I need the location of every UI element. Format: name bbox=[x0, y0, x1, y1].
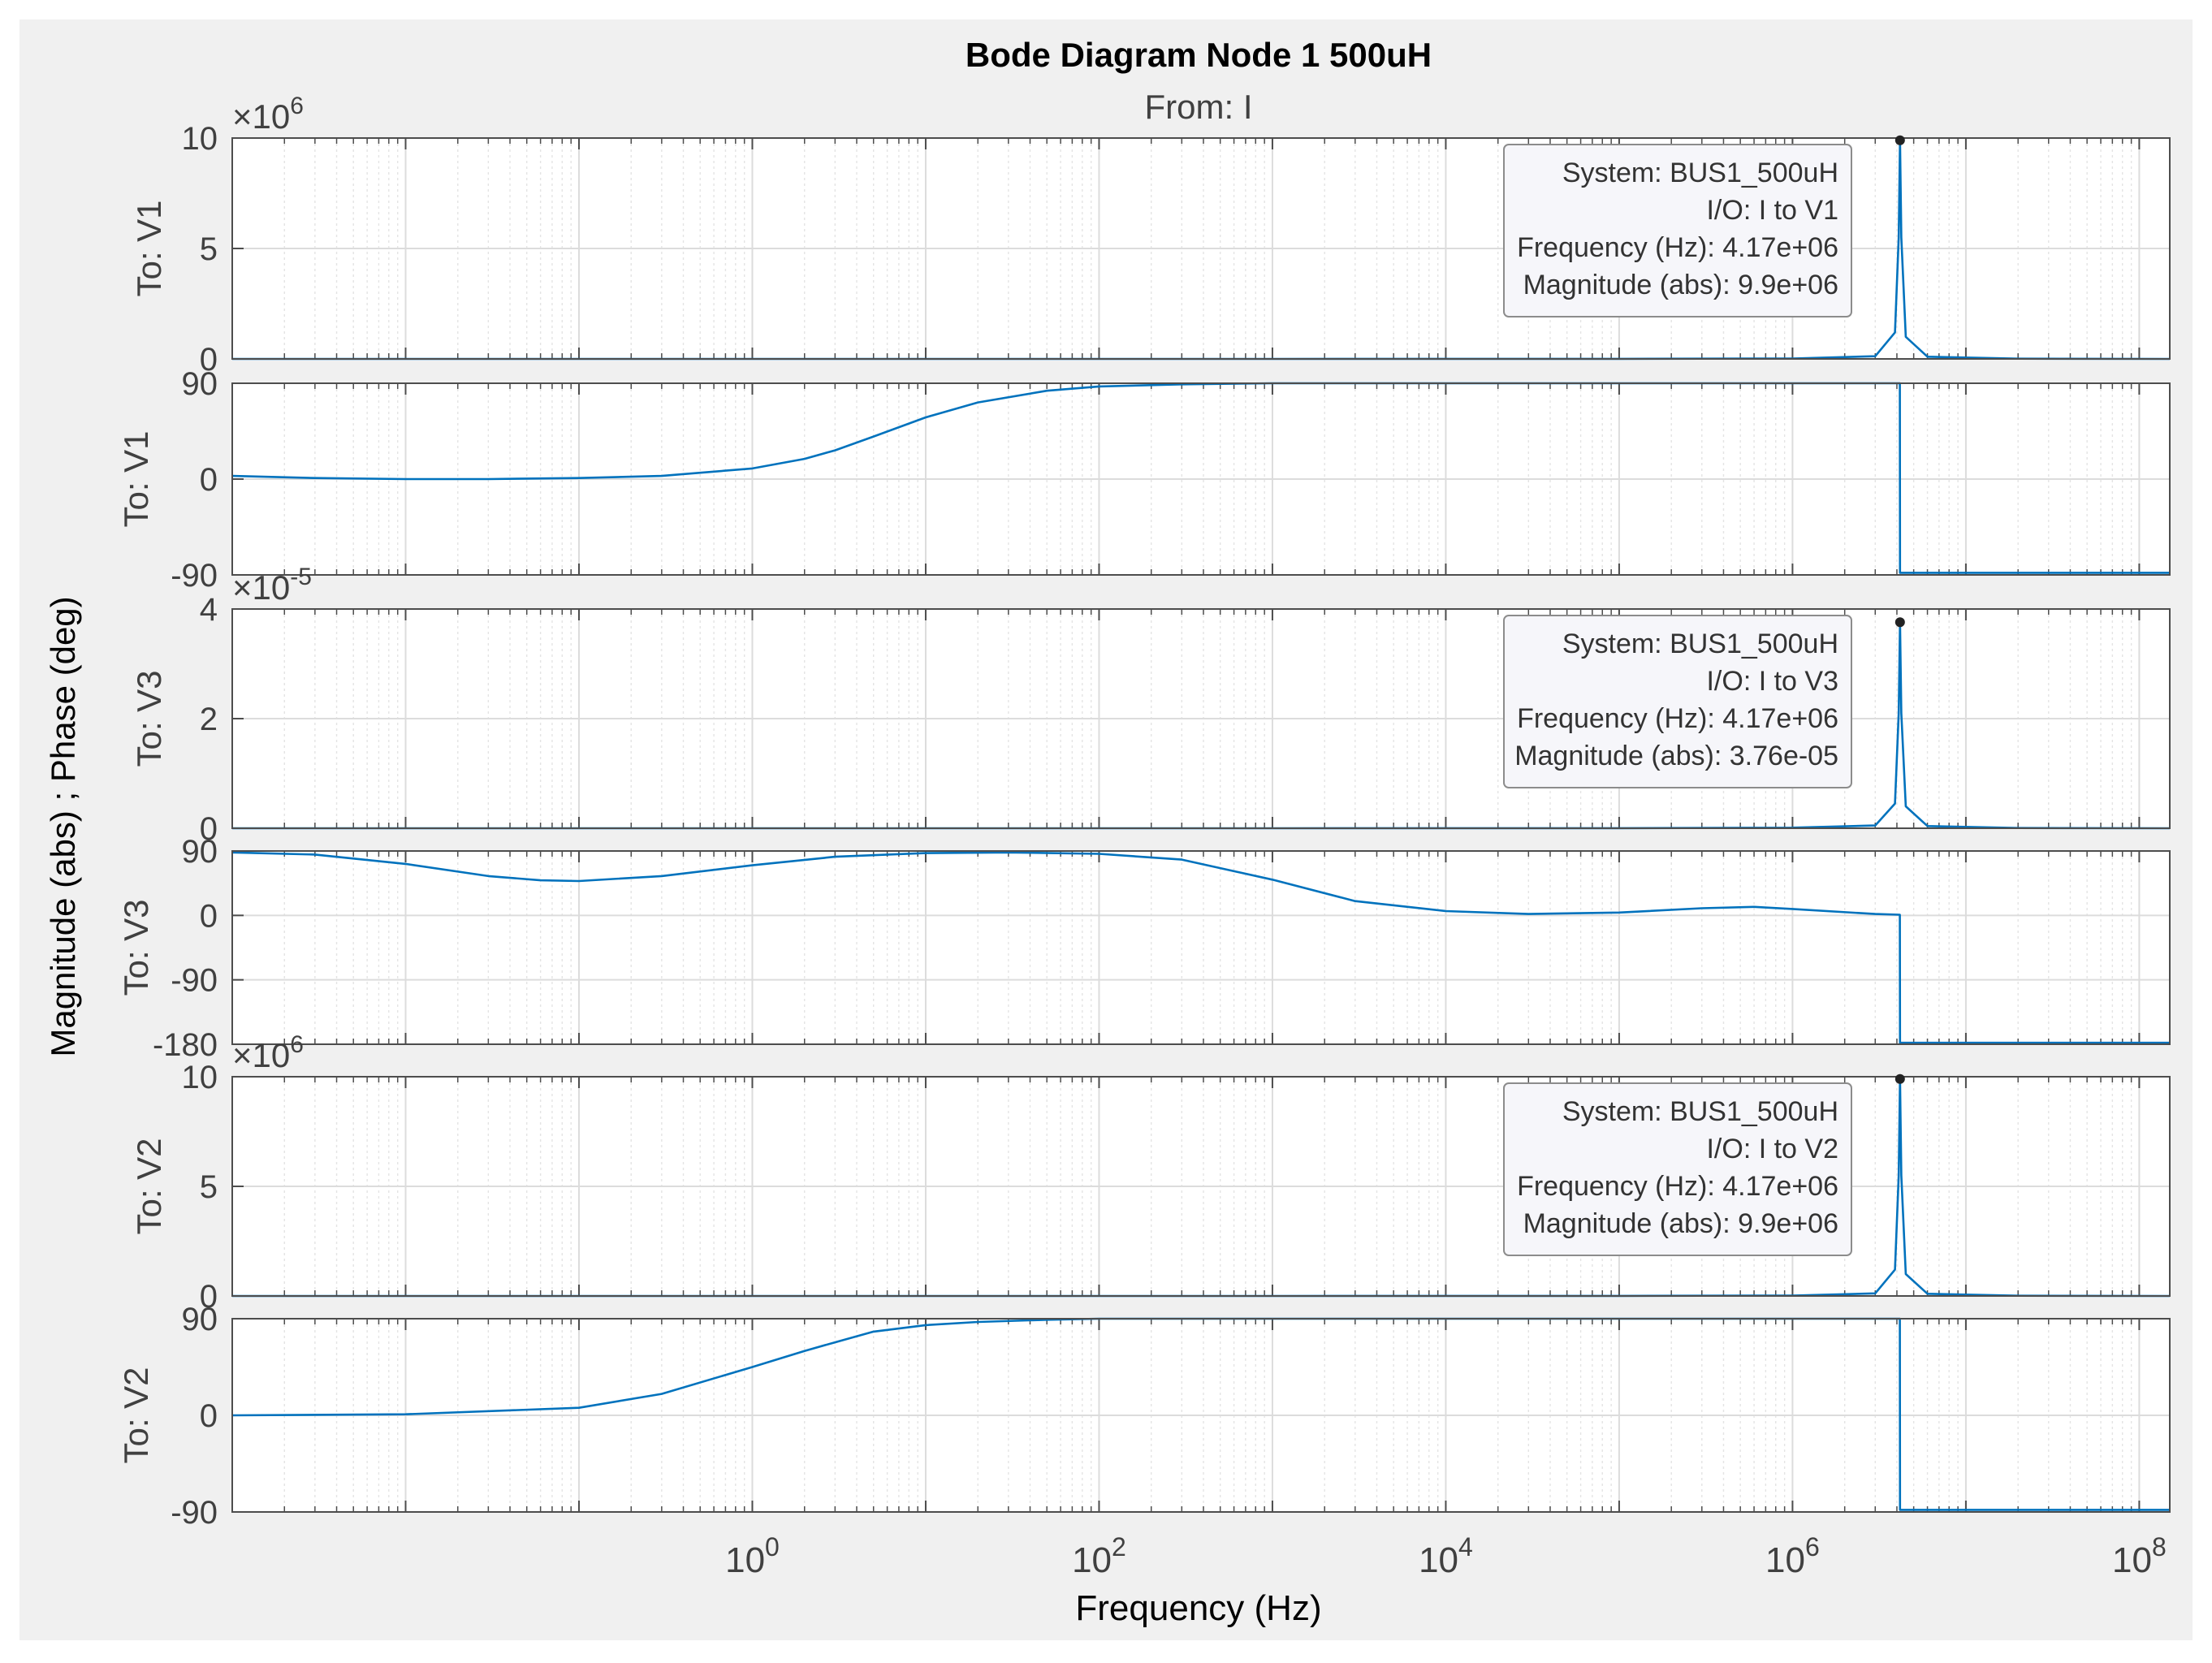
y-tick-label: 0 bbox=[200, 1398, 218, 1434]
datatip-line: Frequency (Hz): 4.17e+06 bbox=[1517, 1171, 1838, 1202]
datatip-line: Frequency (Hz): 4.17e+06 bbox=[1517, 232, 1838, 263]
panel-label: To: V3 bbox=[130, 670, 168, 767]
datatip-box bbox=[1503, 144, 1852, 317]
x-tick-exponent: 8 bbox=[2152, 1532, 2167, 1561]
exponent-base: ×10 bbox=[232, 1036, 290, 1074]
datatip-line: Magnitude (abs): 9.9e+06 bbox=[1523, 1208, 1838, 1239]
datatip: System: BUS1_500uH I/O: I to V3 Frequency … bbox=[1503, 615, 1905, 788]
axes-box bbox=[231, 1076, 2171, 1297]
y-tick-label: -90 bbox=[171, 963, 218, 999]
panel-phase-v2: -90 0 90 To: V2 bbox=[117, 1302, 2171, 1531]
datatip-line: System: BUS1_500uH bbox=[1562, 628, 1838, 659]
x-axis-label: Frequency (Hz) bbox=[1075, 1588, 1321, 1628]
x-tick-base: 10 bbox=[725, 1540, 765, 1580]
y-tick-label: 5 bbox=[200, 1169, 218, 1205]
y-tick-label: -90 bbox=[171, 1495, 218, 1531]
datatip-marker bbox=[1894, 135, 1905, 145]
y-tick-label: 4 bbox=[200, 592, 218, 628]
y-tick-label: 10 bbox=[182, 121, 218, 157]
panel-label: To: V1 bbox=[130, 200, 168, 296]
datatip-line: Magnitude (abs): 3.76e-05 bbox=[1514, 741, 1838, 771]
y-tick-label: -90 bbox=[171, 558, 218, 594]
panel-mag-v1: 0 5 10 To: V1 ×106 System: BUS1_500uH I/O: I t… bbox=[130, 93, 2171, 378]
datatip-line: I/O: I to V1 bbox=[1706, 195, 1838, 226]
x-tick-label: 102 bbox=[1072, 1532, 1126, 1580]
y-tick-label: 10 bbox=[182, 1060, 218, 1095]
x-tick-exponent: 0 bbox=[765, 1532, 780, 1561]
y-tick-label: 0 bbox=[200, 462, 218, 498]
panel-label: To: V1 bbox=[117, 430, 155, 527]
exponent-power: 6 bbox=[290, 93, 304, 119]
y-tick-label: 2 bbox=[200, 702, 218, 737]
exponent-power: -5 bbox=[290, 564, 312, 590]
datatip-line: System: BUS1_500uH bbox=[1562, 1096, 1838, 1127]
x-tick-label: 108 bbox=[2112, 1532, 2167, 1580]
datatip-box bbox=[1503, 615, 1852, 788]
exponent-base: ×10 bbox=[232, 568, 290, 607]
x-tick-label: 100 bbox=[725, 1532, 780, 1580]
x-tick-base: 10 bbox=[1072, 1540, 1112, 1580]
x-tick-base: 10 bbox=[2112, 1540, 2152, 1580]
y-tick-label: -180 bbox=[153, 1027, 218, 1063]
x-tick-exponent: 4 bbox=[1458, 1532, 1473, 1561]
plot-area bbox=[232, 851, 2170, 1044]
x-tick-label: 104 bbox=[1419, 1532, 1473, 1580]
y-tick-label: 90 bbox=[182, 834, 218, 870]
datatip: System: BUS1_500uH I/O: I to V1 Frequency … bbox=[1503, 135, 1905, 317]
axes-box bbox=[231, 850, 2171, 1045]
datatip-marker bbox=[1894, 617, 1905, 628]
panel-label: To: V2 bbox=[130, 1138, 168, 1234]
exponent-power: 6 bbox=[290, 1031, 304, 1058]
x-tick-base: 10 bbox=[1765, 1540, 1805, 1580]
axes-box bbox=[231, 382, 2171, 576]
datatip-line: System: BUS1_500uH bbox=[1562, 158, 1838, 188]
axes-box bbox=[231, 608, 2171, 829]
panel-mag-v2: 0 5 10 To: V2 ×106 System: BUS1_500uH I/O: I t… bbox=[130, 1031, 2171, 1315]
panel-mag-v3: 0 2 4 To: V3 ×10-5 System: BUS1_500uH I/O: I t… bbox=[130, 564, 2171, 847]
y-tick-label: 0 bbox=[200, 898, 218, 934]
axes-box bbox=[231, 137, 2171, 360]
panel-phase-v3: -180 -90 0 90 To: V3 bbox=[117, 834, 2171, 1063]
panel-phase-v1: -90 0 90 To: V1 bbox=[117, 366, 2171, 594]
panel-label: To: V3 bbox=[117, 899, 155, 996]
y-tick-label: 90 bbox=[182, 1302, 218, 1337]
x-tick-exponent: 2 bbox=[1112, 1532, 1126, 1561]
datatip-line: Magnitude (abs): 9.9e+06 bbox=[1523, 270, 1838, 300]
y-tick-label: 90 bbox=[182, 366, 218, 402]
datatip-line: I/O: I to V2 bbox=[1706, 1134, 1838, 1164]
y-tick-label: 0 bbox=[200, 342, 218, 378]
exponent-label: ×106 bbox=[232, 93, 304, 136]
exponent-base: ×10 bbox=[232, 97, 290, 136]
figure-subtitle: From: I bbox=[1145, 88, 1253, 126]
exponent-label: ×106 bbox=[232, 1031, 304, 1074]
y-axis-label: Magnitude (abs) ; Phase (deg) bbox=[44, 596, 82, 1056]
series-line bbox=[231, 851, 2170, 1044]
minor-grid bbox=[283, 851, 2132, 1044]
panel-label: To: V2 bbox=[117, 1367, 155, 1463]
x-tick-label: 106 bbox=[1765, 1532, 1820, 1580]
figure-title: Bode Diagram Node 1 500uH bbox=[966, 36, 1432, 74]
y-tick-label: 5 bbox=[200, 231, 218, 267]
datatip: System: BUS1_500uH I/O: I to V2 Frequency … bbox=[1503, 1073, 1905, 1256]
x-tick-base: 10 bbox=[1419, 1540, 1458, 1580]
x-tick-exponent: 6 bbox=[1805, 1532, 1820, 1561]
exponent-label: ×10-5 bbox=[232, 564, 312, 607]
datatip-line: Frequency (Hz): 4.17e+06 bbox=[1517, 703, 1838, 734]
x-tick-labels: 100 102 104 106 108 bbox=[725, 1532, 2167, 1580]
axes-box bbox=[231, 1318, 2171, 1513]
y-tick-label: 0 bbox=[200, 1279, 218, 1315]
datatip-marker bbox=[1894, 1073, 1905, 1084]
datatip-line: I/O: I to V3 bbox=[1706, 666, 1838, 697]
y-tick-label: 0 bbox=[200, 811, 218, 847]
datatip-box bbox=[1503, 1082, 1852, 1256]
